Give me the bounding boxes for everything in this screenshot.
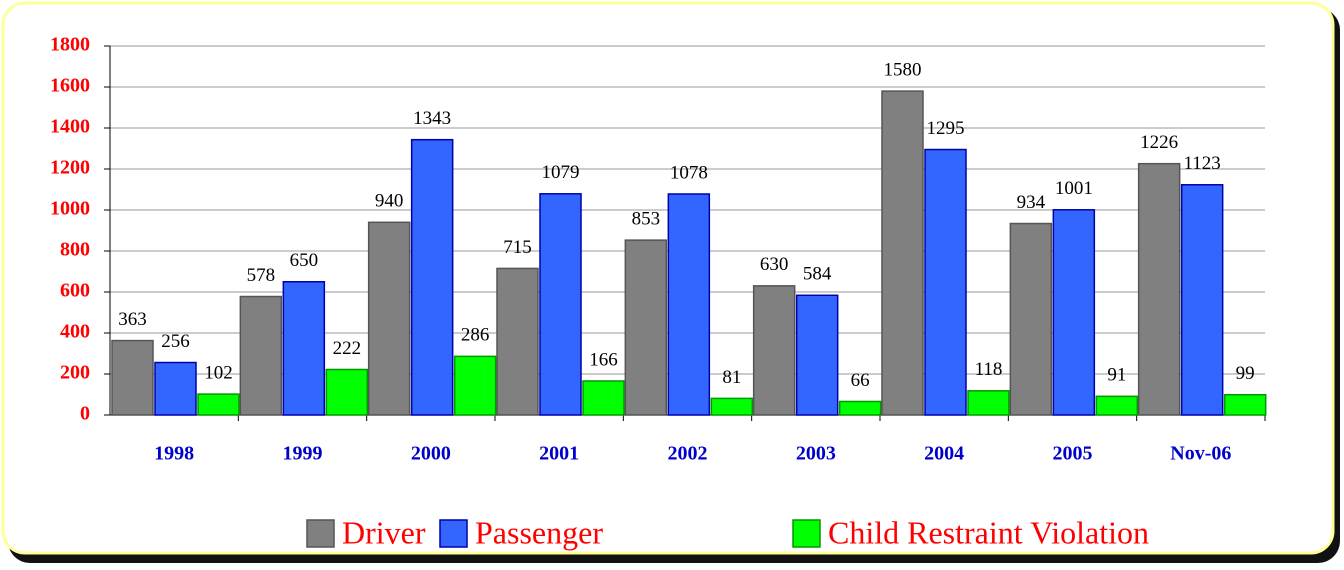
- bar: [111, 339, 154, 416]
- bar: [624, 239, 668, 416]
- data-label: 99: [1236, 363, 1255, 384]
- bar: [881, 90, 924, 416]
- data-label: 630: [760, 254, 789, 275]
- data-label: 66: [851, 370, 870, 391]
- x-tick-label: 2001: [539, 443, 579, 465]
- y-tick-label: 1800: [50, 34, 90, 56]
- y-tick-label: 800: [60, 239, 90, 261]
- data-label: 715: [503, 237, 532, 258]
- bar: [924, 148, 967, 416]
- data-label: 1078: [670, 162, 708, 183]
- bar: [197, 393, 240, 416]
- x-tick-label: 1998: [154, 443, 194, 465]
- bar: [282, 281, 326, 416]
- legend-swatch: [306, 519, 335, 548]
- y-tick-label: 1600: [50, 75, 90, 97]
- y-tick-label: 1000: [50, 198, 90, 220]
- data-label: 578: [247, 265, 276, 286]
- x-tick-label: 2003: [796, 443, 836, 465]
- x-tick-label: 2005: [1053, 443, 1093, 465]
- x-tick-label: 2000: [411, 443, 451, 465]
- bar: [496, 267, 539, 416]
- data-label: 853: [632, 208, 661, 229]
- bar: [539, 193, 582, 416]
- bar: [1009, 222, 1053, 416]
- data-label: 91: [1107, 365, 1126, 386]
- bar: [967, 390, 1010, 416]
- bar: [367, 221, 411, 416]
- data-label: 1123: [1184, 153, 1221, 174]
- x-tick-label: 1999: [283, 443, 323, 465]
- bar: [795, 294, 839, 416]
- data-label: 940: [375, 191, 404, 212]
- data-label: 81: [722, 367, 741, 388]
- data-label: 222: [333, 338, 362, 359]
- legend-swatch: [439, 519, 468, 548]
- data-label: 1001: [1055, 178, 1093, 199]
- data-label: 166: [589, 349, 618, 370]
- bar: [1137, 162, 1181, 416]
- data-label: 286: [461, 325, 490, 346]
- bar: [752, 285, 796, 416]
- data-label: 584: [803, 264, 832, 285]
- data-label: 102: [204, 362, 233, 383]
- legend-label: Child Restraint Violation: [828, 514, 1149, 550]
- data-label: 934: [1017, 192, 1046, 213]
- bar: [1095, 395, 1139, 416]
- bar: [410, 138, 454, 416]
- data-label: 256: [161, 331, 190, 352]
- bar: [1052, 209, 1096, 416]
- legend-label: Passenger: [475, 514, 603, 550]
- y-tick-label: 1400: [50, 116, 90, 138]
- x-tick-label: 2004: [924, 443, 964, 465]
- bar: [838, 400, 882, 416]
- y-tick-label: 0: [80, 403, 90, 425]
- data-label: 1580: [884, 59, 922, 80]
- y-tick-label: 1200: [50, 157, 90, 179]
- data-label: 1226: [1140, 132, 1178, 153]
- data-label: 650: [290, 250, 319, 271]
- data-label: 1295: [927, 118, 965, 139]
- bar: [1223, 393, 1267, 416]
- x-tick-label: Nov-06: [1170, 443, 1231, 465]
- bar: [325, 368, 369, 416]
- y-tick-label: 200: [60, 362, 90, 384]
- legend-label: Driver: [342, 514, 426, 550]
- bar: [239, 295, 283, 416]
- data-label: 1079: [542, 162, 580, 183]
- bar: [453, 355, 497, 416]
- bar: [582, 380, 625, 416]
- bar: [154, 361, 197, 416]
- data-label: 1343: [413, 108, 451, 129]
- bar: [1180, 184, 1224, 416]
- x-tick-label: 2002: [668, 443, 708, 465]
- data-label: 363: [118, 309, 147, 330]
- data-label: 118: [975, 359, 1003, 380]
- bar: [710, 397, 754, 416]
- bar: [667, 193, 711, 416]
- y-tick-label: 400: [60, 321, 90, 343]
- y-tick-label: 600: [60, 280, 90, 302]
- legend-swatch: [792, 519, 821, 548]
